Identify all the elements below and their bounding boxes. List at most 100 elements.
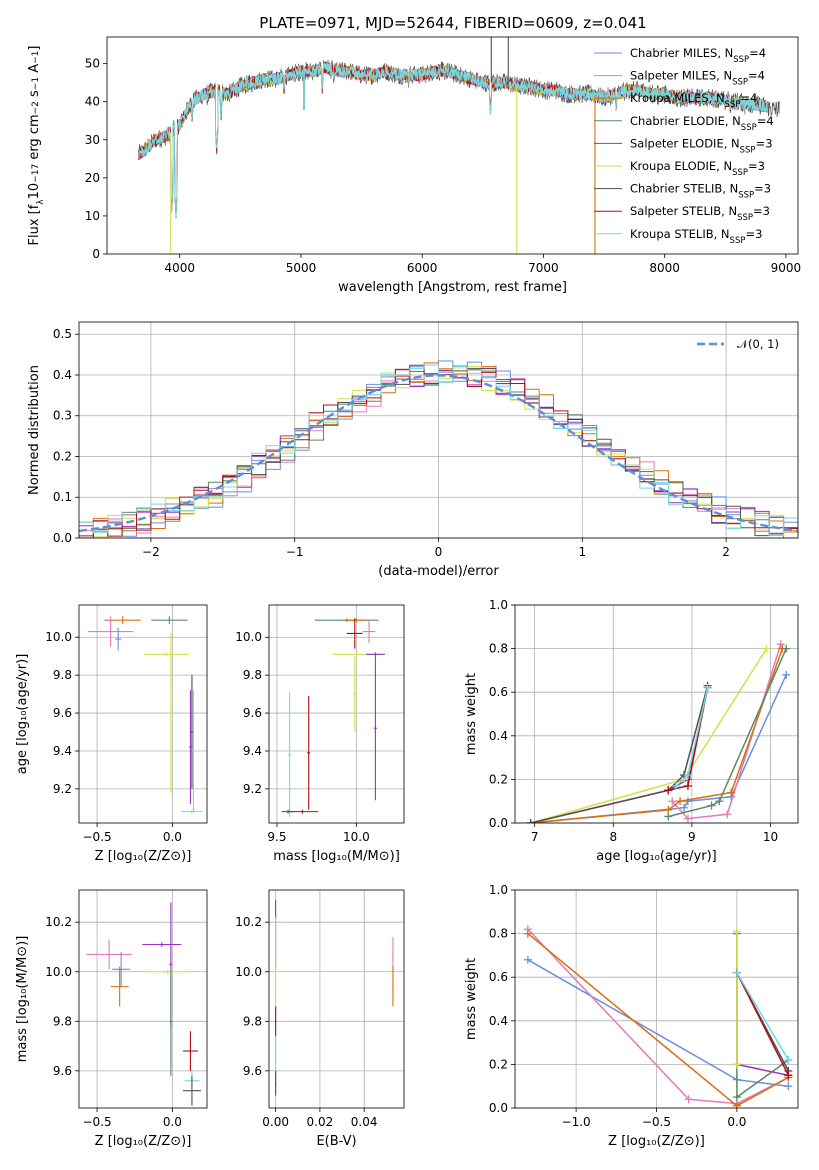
x-tick-label: −1.0	[562, 1115, 591, 1129]
y-axis-label: Normed distribution	[27, 365, 42, 495]
y-tick-label: 10.0	[235, 630, 262, 644]
legend-entry-8: Kroupa STELIB, NSSP=3	[630, 227, 762, 246]
y-tick-label: 10.2	[235, 915, 262, 929]
weight-series-1	[527, 928, 789, 1105]
weight-vs-Z-lines	[523, 925, 793, 1108]
weight-series-2	[527, 933, 789, 1107]
weight-series-8	[736, 972, 790, 1061]
x-tick-label: 4000	[164, 261, 195, 275]
y-tick-label: 0.6	[489, 970, 508, 984]
y-tick-label: 1.0	[489, 598, 508, 612]
x-tick-label: 2	[722, 545, 730, 559]
y-tick-label: 0.8	[489, 642, 508, 656]
x-tick-label: 0.0	[163, 830, 182, 844]
x-tick-label: −2	[142, 545, 160, 559]
y-tick-label: 9.2	[243, 782, 262, 796]
y-tick-label: 0.1	[53, 490, 72, 504]
weight-series-1	[671, 643, 782, 820]
weight-series-3	[668, 648, 787, 818]
axes-frame	[78, 889, 208, 1109]
legend-entry-normal: 𝒩(0, 1)	[737, 337, 779, 351]
y-tick-label: 50	[85, 57, 100, 71]
normal-reference-curve	[79, 374, 798, 533]
axes-frame	[78, 604, 208, 824]
y-tick-label: 0.4	[53, 368, 72, 382]
legend-entry-6: Chabrier STELIB, NSSP=3	[630, 182, 771, 201]
y-tick-label: 0.4	[489, 729, 508, 743]
y-axis-label: mass [log₁₀(M/M⊙)]	[15, 936, 30, 1063]
y-tick-label: 10.0	[45, 965, 72, 979]
histograms	[79, 360, 798, 538]
y-tick-label: 30	[85, 133, 100, 147]
y-tick-label: 0.0	[489, 816, 508, 830]
x-tick-label: −0.5	[642, 1115, 671, 1129]
y-axis-label: mass weight	[464, 958, 479, 1040]
y-tick-label: 1.0	[489, 883, 508, 897]
y-axis-label: mass weight	[464, 673, 479, 755]
y-tick-label: 9.4	[53, 744, 72, 758]
x-tick-label: 0.02	[307, 1115, 334, 1129]
spectrum-series-8	[138, 62, 769, 216]
weight-vs-age-lines	[526, 640, 791, 823]
y-tick-label: 9.6	[53, 706, 72, 720]
y-tick-label: 0.2	[489, 1057, 508, 1071]
x-axis-label: Z [log₁₀(Z/Z⊙)]	[95, 849, 192, 864]
weight-series-7	[736, 972, 790, 1076]
legend-entry-3: Chabrier ELODIE, NSSP=4	[630, 114, 774, 133]
axes-frame	[106, 36, 799, 255]
weight-series-6	[530, 685, 709, 823]
y-axis-label: age [log₁₀(age/yr)]	[15, 654, 30, 775]
spectrum-lines	[138, 37, 781, 254]
y-tick-label: 10.2	[45, 915, 72, 929]
x-tick-label: −1	[286, 545, 304, 559]
y-axis-label: Flux [fλ10−17 erg cm−2 s−1 A−1]	[27, 46, 46, 246]
y-tick-label: 0.5	[53, 327, 72, 341]
y-tick-label: 9.8	[53, 1014, 72, 1028]
y-tick-label: 9.2	[53, 782, 72, 796]
x-axis-label: (data-model)/error	[378, 564, 499, 579]
x-axis-label: E(B-V)	[316, 1134, 356, 1149]
y-tick-label: 0.4	[489, 1014, 508, 1028]
legend-entry-2: Kroupa MILES, NSSP=4	[630, 91, 757, 110]
y-tick-label: 9.8	[243, 1014, 262, 1028]
age-vs-Z-marks	[88, 616, 203, 814]
legend-entry-7: Salpeter STELIB, NSSP=3	[630, 204, 770, 223]
legend-entry-0: Chabrier MILES, NSSP=4	[630, 46, 766, 65]
age-vs-mass-marks	[281, 618, 385, 818]
y-tick-label: 10	[85, 209, 100, 223]
x-tick-label: −0.5	[83, 1115, 112, 1129]
y-tick-label: 0.3	[53, 409, 72, 423]
mass-vs-EBV-marks	[274, 899, 394, 1096]
x-tick-label: 5000	[286, 261, 317, 275]
y-tick-label: 9.6	[243, 706, 262, 720]
x-tick-label: 1	[578, 545, 586, 559]
chart-title: PLATE=0971, MJD=52644, FIBERID=0609, z=0…	[259, 14, 646, 32]
x-tick-label: 6000	[407, 261, 438, 275]
y-tick-label: 0.2	[489, 772, 508, 786]
x-tick-label: 7000	[528, 261, 559, 275]
y-tick-label: 0.2	[53, 449, 72, 463]
legend-entry-1: Salpeter MILES, NSSP=4	[630, 69, 765, 88]
mass-vs-Z-marks	[86, 902, 201, 1106]
y-tick-label: 20	[85, 171, 100, 185]
x-tick-label: 0.0	[727, 1115, 746, 1129]
x-tick-label: 0.0	[163, 1115, 182, 1129]
y-tick-label: 9.8	[243, 668, 262, 682]
x-axis-label: age [log₁₀(age/yr)]	[596, 849, 717, 864]
legend-entry-5: Kroupa ELODIE, NSSP=3	[630, 159, 765, 178]
y-tick-label: 9.4	[243, 744, 262, 758]
y-tick-label: 10.0	[45, 630, 72, 644]
y-tick-label: 0.0	[489, 1101, 508, 1115]
x-tick-label: 10.0	[343, 830, 370, 844]
y-tick-label: 40	[85, 95, 100, 109]
x-tick-label: 8	[609, 830, 617, 844]
x-axis-label: Z [log₁₀(Z/Z⊙)]	[95, 1134, 192, 1149]
axes-frame	[268, 604, 405, 824]
legend-entry-4: Salpeter ELODIE, NSSP=3	[630, 136, 773, 155]
x-tick-label: 10	[763, 830, 778, 844]
y-tick-label: 0	[92, 247, 100, 261]
y-tick-label: 9.8	[53, 668, 72, 682]
x-tick-label: 9	[688, 830, 696, 844]
x-axis-label: wavelength [Angstrom, rest frame]	[338, 280, 567, 295]
